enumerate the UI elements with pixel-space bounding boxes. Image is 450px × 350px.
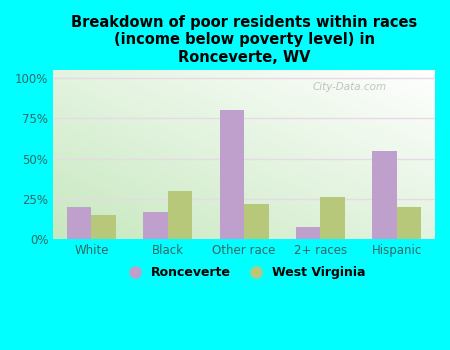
Text: City-Data.com: City-Data.com (313, 82, 387, 92)
Bar (397, 207, 421, 239)
Bar (320, 197, 345, 239)
Bar (168, 191, 192, 239)
Bar (244, 204, 269, 239)
Bar (91, 215, 116, 239)
Legend: Ronceverte, West Virginia: Ronceverte, West Virginia (117, 261, 371, 284)
Title: Breakdown of poor residents within races
(income below poverty level) in
Ronceve: Breakdown of poor residents within races… (71, 15, 417, 65)
Bar (296, 226, 320, 239)
Bar (67, 207, 91, 239)
Bar (373, 151, 397, 239)
Bar (144, 212, 168, 239)
Bar (220, 111, 244, 239)
